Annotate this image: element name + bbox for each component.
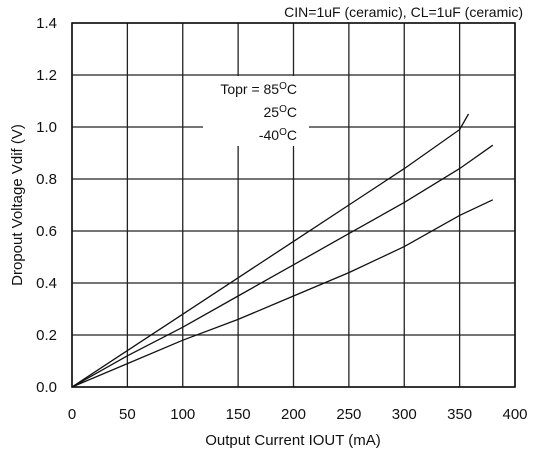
y-tick-label: 0.8 [36, 171, 57, 188]
y-axis-title: Dropout Voltage Vdif (V) [9, 124, 26, 286]
x-tick-label: 250 [336, 406, 361, 423]
y-tick-label: 1.0 [36, 119, 57, 136]
series-line-1 [71, 144, 494, 388]
y-tick-label: 0.4 [36, 275, 57, 292]
legend-box [203, 76, 309, 146]
plot-frame [71, 22, 516, 388]
x-axis-title: Output Current IOUT (mA) [205, 432, 381, 449]
x-tick-label: 350 [447, 406, 472, 423]
y-tick-label: 0.2 [36, 327, 57, 344]
y-tick-label: 1.2 [36, 67, 57, 84]
series-line-0 [71, 113, 470, 388]
legend-label-2: -40OC [259, 127, 297, 143]
chart-subtitle: CIN=1uF (ceramic), CL=1uF (ceramic) [284, 4, 523, 20]
x-tick-label: 300 [392, 406, 417, 423]
series-line-2 [71, 199, 494, 388]
x-tick-label: 150 [226, 406, 251, 423]
x-tick-label: 200 [281, 406, 306, 423]
x-tick-label: 400 [502, 406, 527, 423]
y-tick-label: 1.4 [36, 15, 57, 32]
x-tick-labels: 0 50 100 150 200 250 300 350 400 [68, 406, 528, 423]
legend-label-1: 25OC [264, 104, 297, 120]
y-tick-labels: 0.0 0.2 0.4 0.6 0.8 1.0 1.2 1.4 [36, 15, 57, 396]
y-tick-label: 0.0 [36, 379, 57, 396]
x-tick-label: 0 [68, 406, 76, 423]
x-tick-label: 100 [170, 406, 195, 423]
legend-label-0: Topr = 85OC [220, 81, 297, 97]
x-tick-label: 50 [119, 406, 136, 423]
y-tick-label: 0.6 [36, 223, 57, 240]
series-lines [71, 113, 494, 388]
legend: Topr = 85OC 25OC -40OC [203, 76, 309, 146]
